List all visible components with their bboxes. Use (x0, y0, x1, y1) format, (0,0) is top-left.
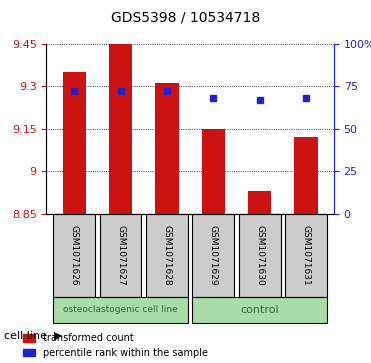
FancyBboxPatch shape (146, 213, 188, 297)
Bar (155, 83, 178, 213)
Text: osteoclastogenic cell line: osteoclastogenic cell line (63, 305, 178, 314)
Bar (63, 72, 86, 213)
FancyBboxPatch shape (285, 213, 327, 297)
FancyBboxPatch shape (53, 297, 188, 323)
Text: GSM1071628: GSM1071628 (162, 225, 171, 285)
Bar (295, 137, 318, 213)
Legend: transformed count, percentile rank within the sample: transformed count, percentile rank withi… (23, 333, 208, 358)
FancyBboxPatch shape (193, 297, 327, 323)
Text: control: control (240, 305, 279, 315)
Bar (202, 129, 225, 213)
Text: cell line  ▶: cell line ▶ (4, 331, 62, 341)
FancyBboxPatch shape (193, 213, 234, 297)
FancyBboxPatch shape (239, 213, 280, 297)
Text: GDS5398 / 10534718: GDS5398 / 10534718 (111, 11, 260, 25)
FancyBboxPatch shape (100, 213, 141, 297)
Text: GSM1071630: GSM1071630 (255, 225, 264, 285)
Text: GSM1071629: GSM1071629 (209, 225, 218, 285)
Text: GSM1071631: GSM1071631 (302, 225, 311, 285)
Bar (248, 191, 271, 213)
FancyBboxPatch shape (53, 213, 95, 297)
Text: GSM1071626: GSM1071626 (70, 225, 79, 285)
Text: GSM1071627: GSM1071627 (116, 225, 125, 285)
Bar (109, 44, 132, 213)
